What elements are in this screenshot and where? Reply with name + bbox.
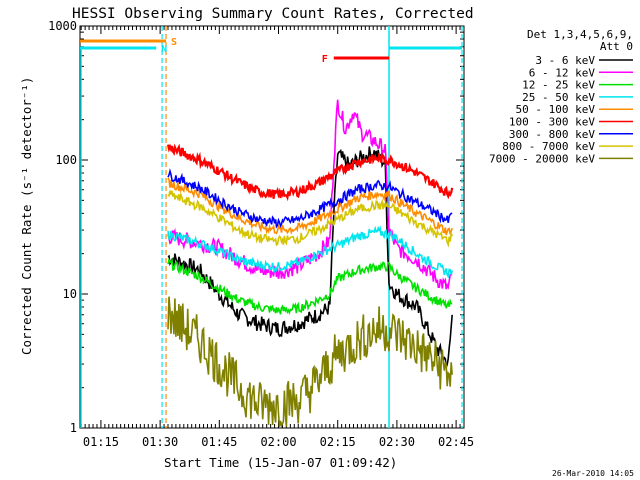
series-line — [167, 190, 453, 248]
y-tick-label: 100 — [55, 153, 77, 167]
y-tick-label: 10 — [63, 287, 77, 301]
legend-header: Att 0 — [600, 40, 633, 53]
x-tick-label: 01:30 — [142, 435, 178, 449]
series-line — [167, 296, 453, 428]
footer-timestamp: 26-Mar-2010 14:05 — [552, 469, 634, 478]
series-line — [167, 168, 453, 229]
series-line — [167, 225, 453, 279]
x-tick-label: 02:30 — [379, 435, 415, 449]
y-tick-label: 1000 — [48, 19, 77, 33]
x-axis-label: Start Time (15-Jan-07 01:09:42) — [164, 455, 397, 470]
series-line — [167, 257, 453, 315]
annotation-bars: SN F — [80, 37, 463, 428]
axis-ticks — [80, 26, 465, 429]
y-tick-labels: 1 10 100 1000 — [48, 19, 77, 435]
plot-frame — [79, 25, 465, 429]
legend-entry-label: 300 - 800 keV — [509, 128, 595, 141]
x-tick-label: 02:15 — [320, 435, 356, 449]
legend-entry-label: 800 - 7000 keV — [502, 140, 595, 153]
chart-title: HESSI Observing Summary Count Rates, Cor… — [72, 6, 474, 22]
y-tick-label: 1 — [70, 421, 77, 435]
x-tick-label: 01:15 — [83, 435, 119, 449]
x-tick-labels: 01:15 01:30 01:45 02:00 02:15 02:30 02:45 — [83, 435, 474, 449]
annotation-label: S — [171, 37, 177, 48]
y-axis-label: Corrected Count Rate (s⁻¹ detector⁻¹) — [19, 77, 34, 355]
legend-entry-label: 7000 - 20000 keV — [489, 152, 595, 165]
x-tick-label: 02:45 — [438, 435, 474, 449]
series-line — [166, 143, 454, 202]
legend-header: Det 1,3,4,5,6,9, — [527, 28, 633, 41]
legend-entry-label: 25 - 50 keV — [522, 91, 595, 104]
annotation-label: F — [322, 54, 328, 65]
legend-entry-label: 50 - 100 keV — [516, 103, 596, 116]
annotation-label: N — [161, 44, 167, 55]
series-line — [167, 99, 453, 290]
x-tick-label: 02:00 — [260, 435, 296, 449]
legend-entry-label: 100 - 300 keV — [509, 116, 595, 129]
legend-entry-label: 3 - 6 keV — [535, 54, 595, 67]
legend-entry-label: 6 - 12 keV — [529, 66, 596, 79]
x-tick-label: 01:45 — [201, 435, 237, 449]
data-series — [166, 99, 454, 428]
legend-entry-label: 12 - 25 keV — [522, 79, 595, 92]
